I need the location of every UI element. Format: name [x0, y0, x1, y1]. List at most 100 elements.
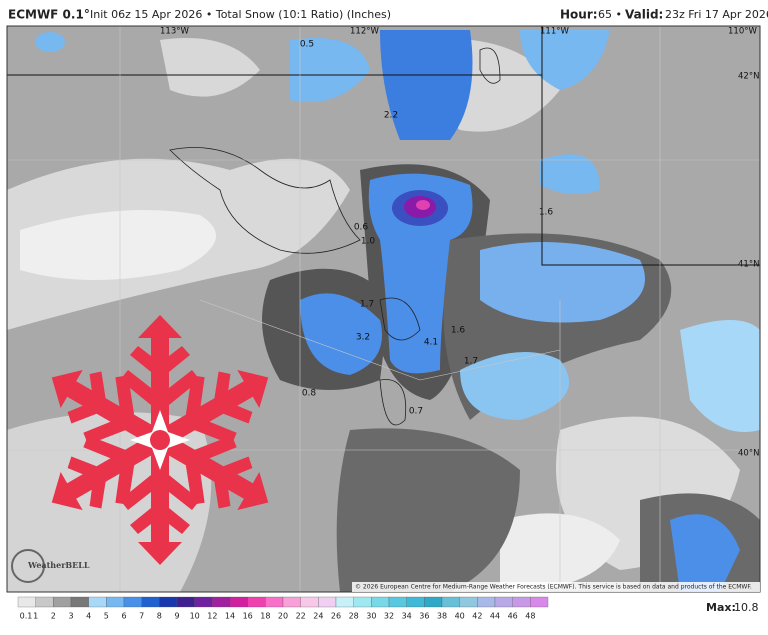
colorbar-label: 40	[455, 612, 465, 621]
point-value: 1.6	[539, 208, 554, 218]
colorbar-label: 20	[278, 612, 288, 621]
colorbar-swatch	[318, 596, 337, 608]
snow-area	[460, 352, 569, 420]
colorbar-swatch	[194, 596, 213, 608]
colorbar-swatch	[70, 596, 89, 608]
colorbar-label: 7	[139, 612, 144, 621]
colorbar: 0.1 1 2 3 4 5 6 7 8 9 10 12 14 16 18 20 22 24 26 28 30 32 34 36…	[17, 596, 549, 621]
colorbar-label: 38	[437, 612, 447, 621]
colorbar-swatch	[265, 596, 284, 608]
colorbar-swatch	[530, 596, 549, 608]
lon-label: 113°W	[160, 27, 189, 37]
dark-area	[336, 428, 520, 592]
colorbar-label: 22	[296, 612, 306, 621]
colorbar-label: 46	[508, 612, 518, 621]
snow-area	[540, 154, 600, 194]
colorbar-swatch	[388, 596, 407, 608]
colorbar-label: 28	[349, 612, 359, 621]
hour-label: Hour:	[560, 8, 598, 22]
colorbar-swatch	[406, 596, 425, 608]
colorbar-label: 2	[51, 612, 56, 621]
colorbar-swatch	[17, 596, 36, 608]
colorbar-label: 14	[225, 612, 235, 621]
snow-area	[670, 514, 740, 592]
valid: 23z Fri 17 Apr 2026	[665, 8, 768, 21]
point-value: 3.2	[356, 333, 370, 343]
snow-area	[290, 38, 370, 102]
colorbar-label: 30	[366, 612, 376, 621]
colorbar-label: 8	[157, 612, 162, 621]
logo: WeatherBELL	[27, 560, 90, 570]
colorbar-label: 0.1	[20, 612, 33, 621]
colorbar-swatch	[141, 596, 160, 608]
point-value: 0.8	[302, 389, 317, 399]
colorbar-label: 6	[121, 612, 126, 621]
point-value: 1.6	[451, 326, 466, 336]
colorbar-label: 16	[243, 612, 253, 621]
colorbar-label: 18	[260, 612, 270, 621]
state-border	[7, 26, 760, 266]
map: 113°W 112°W 111°W 110°W 42°N 41°N 40°N 0…	[6, 25, 761, 593]
colorbar-swatch	[229, 596, 248, 608]
colorbar-swatch	[512, 596, 531, 608]
colorbar-label: 48	[525, 612, 535, 621]
lat-label: 41°N	[738, 260, 759, 270]
lake-outline	[169, 147, 361, 254]
colorbar-label: 10	[190, 612, 200, 621]
colorbar-swatch	[212, 596, 231, 608]
point-value: 0.7	[409, 407, 423, 417]
point-value: 0.5	[300, 40, 314, 50]
colorbar-label: 44	[490, 612, 500, 621]
white-area	[20, 210, 216, 280]
light-area	[160, 38, 260, 97]
point-value: 2.2	[384, 111, 398, 121]
description: Init 06z 15 Apr 2026 • Total Snow (10:1 …	[90, 8, 391, 21]
county-lines	[7, 26, 760, 592]
colorbar-swatch	[335, 596, 354, 608]
colorbar-label: 9	[174, 612, 179, 621]
colorbar-label: 4	[86, 612, 91, 621]
logo-mark	[11, 549, 45, 583]
colorbar-swatch	[494, 596, 513, 608]
snow-area	[300, 293, 382, 375]
lat-label: 40°N	[738, 449, 759, 459]
colorbar-swatch	[282, 596, 301, 608]
snow-area	[480, 242, 645, 323]
max-label: Max:	[706, 601, 736, 614]
colorbar-swatch	[300, 596, 319, 608]
colorbar-swatch	[371, 596, 390, 608]
snowflake-icon	[31, 315, 289, 565]
hour: 65 •	[598, 8, 622, 21]
colorbar-swatch	[477, 596, 496, 608]
copyright-bg	[352, 582, 760, 592]
valid-label: Valid:	[625, 8, 663, 22]
colorbar-swatch	[176, 596, 195, 608]
point-value: 1.7	[360, 300, 374, 310]
colorbar-swatch	[123, 596, 142, 608]
max-value: 10.8	[734, 601, 759, 614]
colorbar-label: 34	[402, 612, 412, 621]
model: ECMWF 0.1°	[8, 8, 90, 22]
colorbar-label: 1	[33, 612, 38, 621]
snow-area	[380, 30, 473, 140]
colorbar-swatch	[88, 596, 107, 608]
point-value: 1.7	[464, 357, 478, 367]
lon-label: 112°W	[350, 27, 379, 37]
snow-area	[35, 32, 65, 52]
colorbar-label: 24	[313, 612, 323, 621]
colorbar-swatch	[53, 596, 72, 608]
point-value: 4.1	[424, 338, 438, 348]
copyright: © 2026 European Centre for Medium-Range …	[355, 584, 752, 591]
point-value: 1.0	[361, 237, 376, 247]
colorbar-label: 12	[207, 612, 217, 621]
lon-label: 111°W	[540, 27, 569, 37]
snow-peak	[416, 200, 430, 210]
colorbar-swatch	[353, 596, 372, 608]
snow-area	[368, 173, 473, 374]
snow-area	[680, 320, 760, 432]
colorbar-swatch	[35, 596, 54, 608]
colorbar-label: 36	[419, 612, 429, 621]
colorbar-label: 32	[384, 612, 394, 621]
colorbar-label: 5	[104, 612, 109, 621]
